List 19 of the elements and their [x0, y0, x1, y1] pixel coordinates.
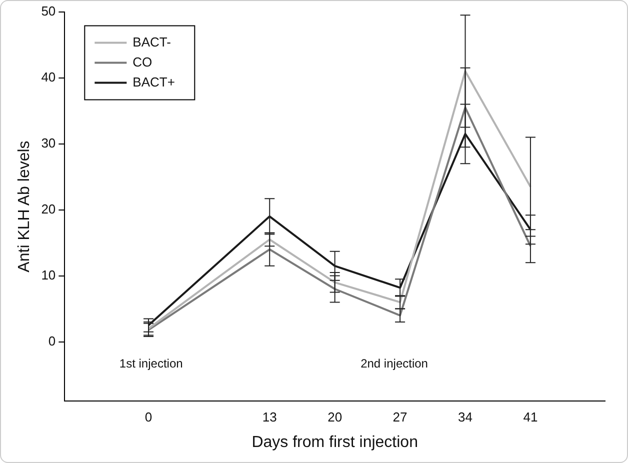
- legend-label: CO: [132, 54, 152, 70]
- y-tick-label: 20: [41, 201, 56, 216]
- legend-label: BACT+: [132, 74, 175, 90]
- x-tick-label: 41: [523, 410, 538, 425]
- y-tick-label: 40: [41, 69, 56, 84]
- x-tick-label: 34: [458, 410, 472, 425]
- y-tick-label: 30: [41, 135, 56, 150]
- x-axis-title: Days from first injection: [252, 434, 418, 451]
- y-tick-label: 10: [41, 267, 56, 282]
- y-tick-label: 50: [41, 3, 56, 18]
- legend-label: BACT-: [132, 34, 171, 50]
- y-tick-label: 0: [48, 333, 56, 348]
- annotation: 2nd injection: [360, 356, 428, 371]
- y-axis-title: Anti KLH Ab levels: [16, 140, 34, 272]
- x-tick-label: 20: [328, 410, 342, 425]
- x-tick-label: 13: [262, 410, 277, 425]
- x-tick-label: 0: [144, 410, 152, 425]
- x-tick-label: 27: [392, 410, 408, 425]
- annotation: 1st injection: [119, 356, 183, 371]
